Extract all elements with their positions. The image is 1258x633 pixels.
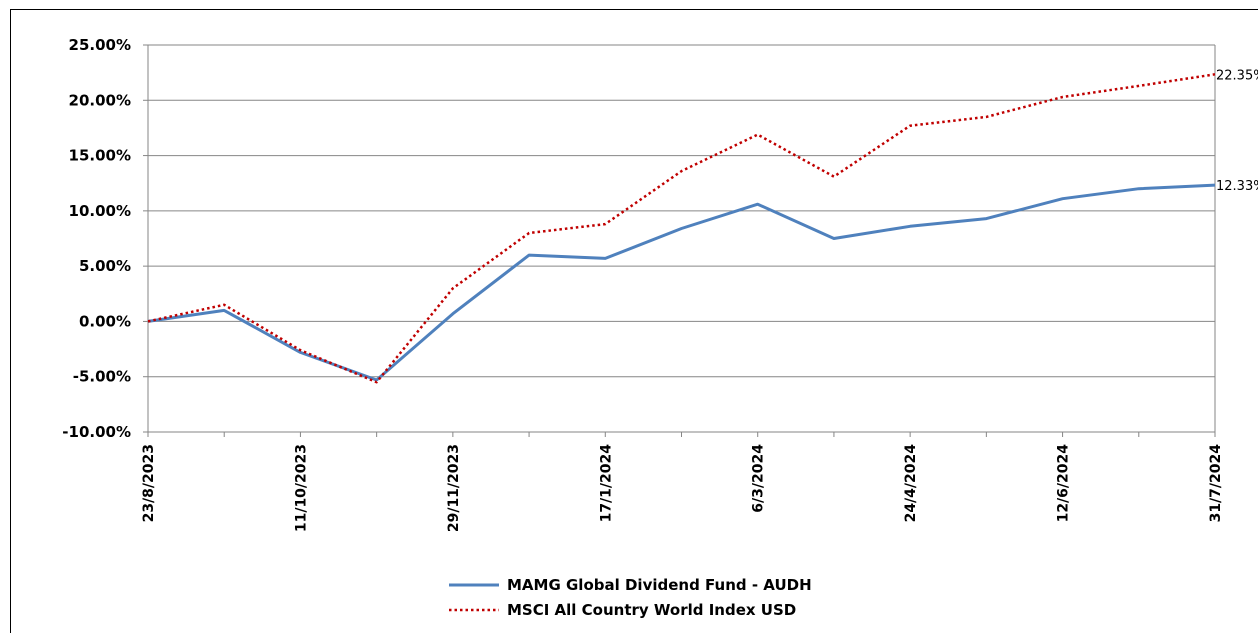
y-tick-label: 0.00%	[79, 312, 131, 330]
y-tick-label: 5.00%	[79, 257, 131, 275]
x-tick-label: 17/1/2024	[598, 444, 614, 523]
y-tick-label: 15.00%	[69, 147, 131, 165]
end-label-0: 12.33%	[1216, 179, 1258, 194]
x-tick-label: 11/10/2023	[293, 444, 309, 532]
y-tick-label: 25.00%	[69, 36, 131, 54]
end-labels: 12.33% 22.35%	[1216, 68, 1258, 194]
series-line-0	[147, 183, 1216, 382]
x-tick-labels: 23/8/2023 11/10/2023 29/11/2023 17/1/2024 6/…	[141, 444, 1224, 532]
x-tick-label: 12/6/2024	[1056, 444, 1072, 523]
x-tick-label: 23/8/2023	[141, 444, 157, 522]
y-tick-label: 10.00%	[69, 202, 131, 220]
legend-label-1: MSCI All Country World Index USD	[507, 601, 796, 619]
y-tick-label: 20.00%	[69, 91, 131, 109]
grid-lines	[148, 44, 1215, 433]
x-tick-label: 29/11/2023	[446, 444, 462, 532]
legend: MAMG Global Dividend Fund - AUDH MSCI All…	[449, 576, 812, 619]
chart-frame	[10, 9, 1258, 633]
axes	[143, 44, 1216, 437]
series-line-1	[147, 73, 1216, 384]
y-tick-label: -10.00%	[62, 423, 131, 441]
end-label-1: 22.35%	[1216, 68, 1258, 83]
legend-label-0: MAMG Global Dividend Fund - AUDH	[507, 576, 812, 594]
x-tick-label: 31/7/2024	[1208, 444, 1224, 523]
x-tick-label: 24/4/2024	[903, 444, 919, 523]
x-tick-label: 6/3/2024	[751, 444, 767, 513]
y-tick-label: -5.00%	[73, 368, 131, 386]
y-tick-labels: 25.00% 20.00% 15.00% 10.00% 5.00% 0.00% -5.00%…	[62, 36, 131, 441]
series-lines	[147, 73, 1216, 384]
